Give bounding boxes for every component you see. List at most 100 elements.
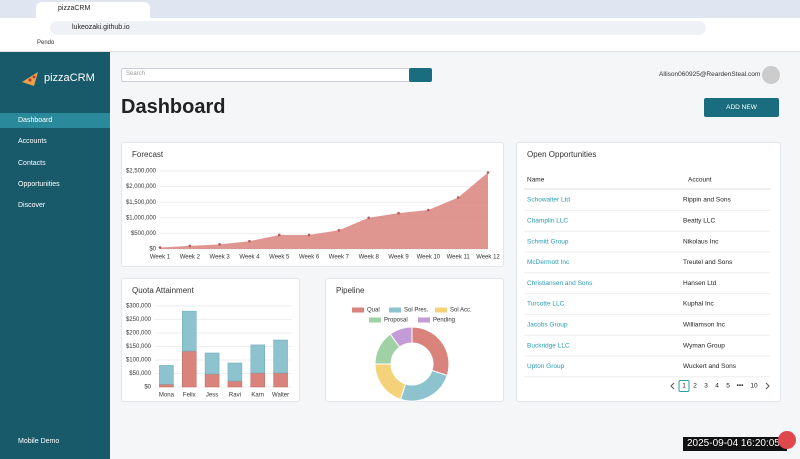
help-bubble[interactable] [778, 431, 796, 449]
avatar[interactable] [762, 66, 780, 84]
point [218, 243, 221, 246]
bar-segment [227, 380, 243, 388]
page-link[interactable]: 2 [693, 383, 697, 390]
tick-label: $250,000 [126, 317, 152, 323]
address-bar[interactable]: lukeozaki.github.io [50, 21, 706, 35]
bar-segment [182, 310, 197, 352]
bar-segment [182, 350, 197, 388]
search-button[interactable] [409, 68, 432, 82]
page-link[interactable]: 1 [682, 383, 686, 390]
legend-swatch [369, 317, 381, 323]
point [307, 233, 311, 237]
account-cell: Kuphal Inc [683, 301, 714, 308]
tab[interactable]: pizzaCRM [36, 2, 150, 18]
prev-page[interactable] [670, 382, 675, 390]
x-tick-label: Ravi [229, 393, 241, 399]
name-link[interactable]: Jacobs Group [527, 322, 568, 329]
bar-segment [204, 373, 220, 388]
page-title: Dashboard [121, 96, 226, 118]
timestamp-box: 2025-09-04 16:20:05 [683, 437, 787, 451]
point [397, 211, 400, 215]
name-link[interactable]: Schowalter Ltd [527, 197, 570, 204]
bar-segment [250, 372, 265, 388]
x-tick-label: Week 2 [180, 255, 201, 261]
legend-swatch [418, 317, 430, 323]
page-link[interactable]: ••• [737, 383, 745, 390]
legend-label: Sol Pres. [404, 308, 429, 314]
tick-label: $1,000,000 [126, 215, 157, 221]
tick-label: $300,000 [126, 304, 152, 310]
name-link[interactable]: Schmitt Group [527, 238, 569, 245]
point [248, 239, 251, 243]
page-link[interactable]: 3 [704, 383, 708, 390]
point [158, 246, 162, 249]
account-cell: Nikolaus Inc [683, 238, 719, 245]
tick-label: $50,000 [129, 371, 151, 377]
bar-segment [273, 372, 288, 388]
nav-item[interactable]: Contacts [18, 159, 46, 167]
bookmark[interactable]: Pendo [37, 40, 55, 46]
x-tick-label: Week 3 [210, 255, 231, 261]
bar-segment [227, 362, 243, 382]
legend-label: Proposal [384, 318, 408, 324]
tick-label: $2,000,000 [126, 184, 157, 190]
name-link[interactable]: McDermott Inc [527, 259, 570, 266]
bar-segment [250, 344, 265, 374]
nav-item[interactable]: Opportunities [18, 180, 60, 188]
legend-swatch [435, 307, 447, 313]
nav-footer[interactable]: Mobile Demo [18, 438, 60, 445]
account-cell: Wyman Group [683, 342, 725, 349]
x-tick-label: Walter [272, 393, 289, 399]
x-tick-label: Jess [206, 393, 218, 399]
point [427, 208, 430, 212]
tick-label: $100,000 [126, 358, 152, 364]
page-link[interactable]: 5 [726, 383, 730, 390]
name-link[interactable]: Champlin LLC [527, 218, 568, 225]
donut-slice [389, 326, 413, 348]
next-page[interactable] [765, 382, 770, 390]
x-tick-label: Week 7 [329, 255, 350, 261]
nav-item[interactable]: Discover [18, 202, 46, 210]
account-cell: Wuckert and Sons [683, 363, 737, 370]
name-link[interactable]: Turcotte LLC [527, 301, 565, 308]
tick-label: $0 [149, 247, 156, 253]
name-link[interactable]: Upton Group [527, 363, 565, 370]
tick-label: $200,000 [126, 331, 152, 337]
name-link[interactable]: Christiansen and Sons [527, 280, 593, 287]
nav-active [0, 113, 110, 128]
area [160, 172, 488, 249]
bar-segment [159, 365, 174, 385]
name-link[interactable]: Buckridge LLC [527, 342, 570, 349]
bar-segment [204, 352, 220, 375]
tick-label: $500,000 [131, 231, 157, 237]
tick-label: $0 [144, 385, 151, 391]
account-cell: Williamson Inc [683, 322, 726, 329]
column-header: Account [688, 177, 712, 184]
tick-label: $1,500,000 [126, 200, 157, 206]
point [277, 233, 281, 237]
x-tick-label: Mona [159, 393, 175, 399]
search-placeholder: Search [126, 71, 146, 77]
tick-label: $150,000 [126, 344, 152, 350]
tab-bar [0, 0, 800, 18]
card-title: Pipeline [336, 286, 365, 295]
x-tick-label: Week 10 [417, 255, 441, 261]
x-tick-label: Felix [183, 393, 196, 399]
x-tick-label: Week 1 [150, 255, 171, 261]
x-tick-label: Karn [251, 393, 264, 399]
legend-label: Qual [367, 308, 380, 314]
logo [22, 72, 38, 86]
page-link[interactable]: 4 [715, 383, 719, 390]
tick-label: $2,500,000 [126, 169, 157, 175]
legend-swatch [352, 307, 364, 313]
account-cell: Treutel and Sons [683, 259, 733, 266]
add-new-button[interactable]: ADD NEW [704, 98, 779, 117]
nav-item[interactable]: Accounts [18, 138, 47, 146]
point [456, 196, 460, 199]
nav-item[interactable]: Dashboard [18, 117, 53, 124]
tab-title: pizzaCRM [58, 5, 91, 12]
user-email[interactable]: Allison060925@ReardenSteal.com [659, 71, 761, 78]
pipeline-card: Pipeline [325, 278, 504, 402]
page-link[interactable]: 10 [750, 383, 758, 390]
